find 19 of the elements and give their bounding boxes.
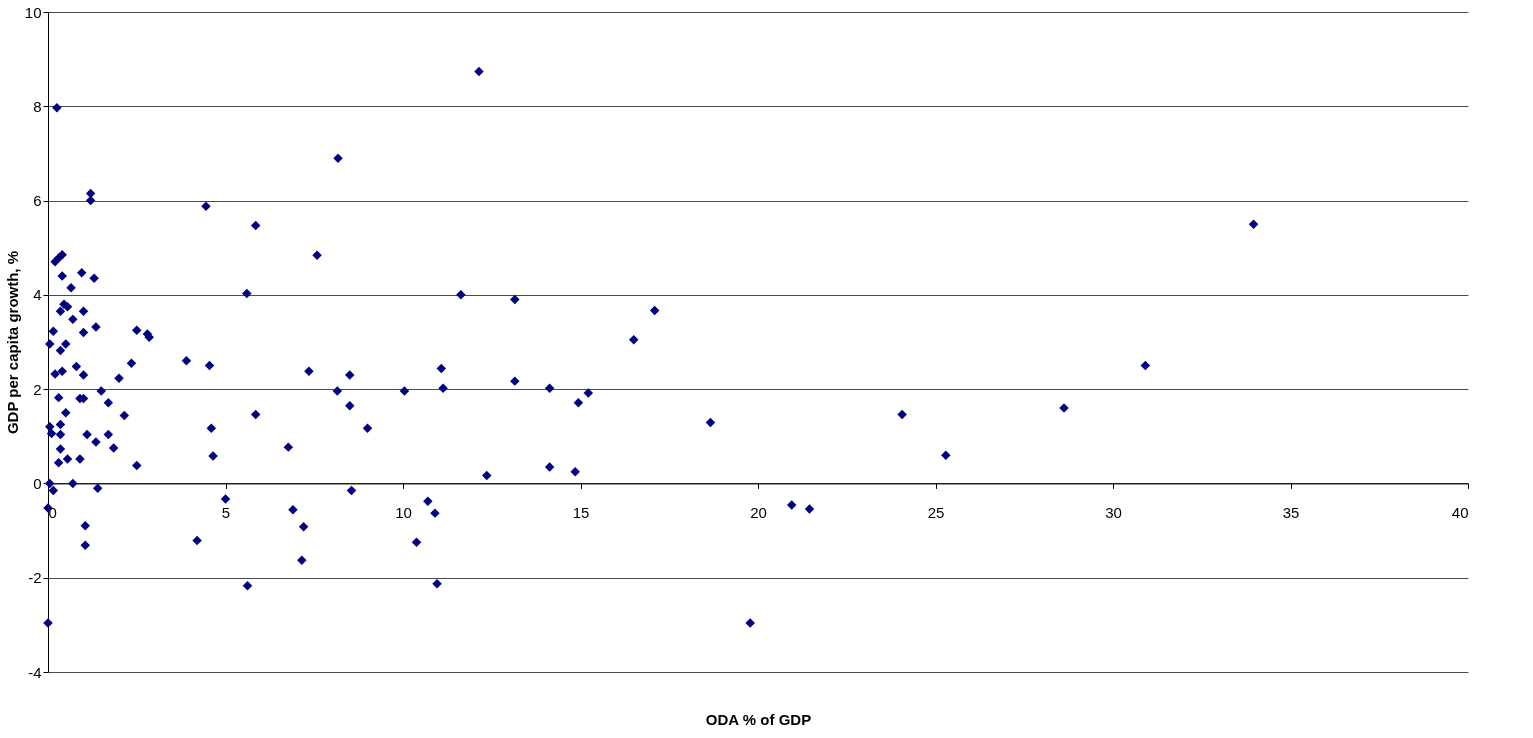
y-tick-label: 0 bbox=[33, 474, 42, 492]
x-tick-label: 35 bbox=[1282, 503, 1300, 521]
x-axis-title: ODA % of GDP bbox=[705, 710, 812, 728]
x-tick-label: 10 bbox=[395, 503, 412, 521]
x-tick-label: 5 bbox=[221, 503, 231, 521]
y-tick-label: 8 bbox=[33, 97, 42, 115]
y-tick-label: -4 bbox=[28, 663, 42, 681]
x-tick-label: 40 bbox=[1451, 503, 1469, 521]
y-tick-label: 10 bbox=[24, 3, 42, 21]
x-tick-label: 20 bbox=[750, 503, 767, 521]
y-tick-label: 4 bbox=[33, 286, 42, 304]
x-tick-label: 30 bbox=[1105, 503, 1122, 521]
y-tick-label: 6 bbox=[33, 192, 42, 210]
x-tick-label: 25 bbox=[927, 503, 945, 521]
y-tick-label: -2 bbox=[28, 569, 42, 587]
x-tick-label: 15 bbox=[572, 503, 590, 521]
x-tick-label: 0 bbox=[48, 503, 57, 521]
y-axis-title: GDP per capita growth, % bbox=[3, 250, 21, 435]
y-tick-label: 2 bbox=[33, 380, 42, 398]
